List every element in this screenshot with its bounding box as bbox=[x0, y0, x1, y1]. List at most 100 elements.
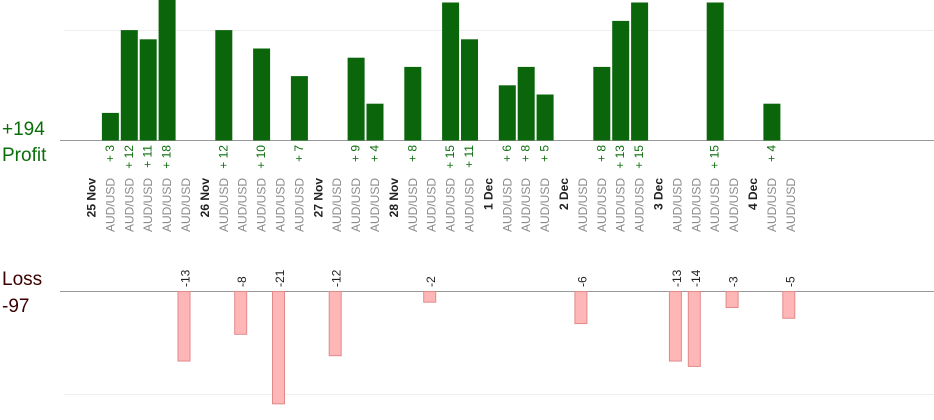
instrument-label: AUD/USD bbox=[274, 178, 288, 232]
profit-value-label: + 11 bbox=[141, 145, 155, 168]
profit-bar bbox=[763, 103, 781, 141]
profit-value-label: + 12 bbox=[216, 145, 230, 169]
loss-bar bbox=[687, 291, 701, 367]
instrument-label: AUD/USD bbox=[463, 178, 477, 232]
loss-bar bbox=[328, 291, 342, 357]
instrument-label: AUD/USD bbox=[217, 178, 231, 232]
instrument-label: AUD/USD bbox=[368, 178, 382, 232]
profit-value-label: + 8 bbox=[519, 145, 533, 162]
instrument-label: AUD/USD bbox=[519, 178, 533, 232]
loss-bar bbox=[668, 291, 682, 362]
loss-value-label: -21 bbox=[273, 269, 287, 287]
loss-value-label: -6 bbox=[575, 276, 589, 287]
profit-bar bbox=[498, 85, 516, 141]
profit-bar bbox=[120, 30, 138, 141]
loss-bar bbox=[177, 291, 191, 362]
profit-value-label: + 3 bbox=[103, 145, 117, 162]
profit-bar bbox=[347, 57, 365, 141]
instrument-label: AUD/USD bbox=[255, 178, 269, 232]
loss-value-label: -5 bbox=[783, 276, 797, 287]
date-label: 25 Nov bbox=[85, 178, 99, 218]
instrument-label: AUD/USD bbox=[179, 178, 193, 232]
instrument-label: AUD/USD bbox=[425, 178, 439, 232]
instrument-label: AUD/USD bbox=[689, 178, 703, 232]
instrument-label: AUD/USD bbox=[160, 178, 174, 232]
date-label: 26 Nov bbox=[198, 178, 212, 218]
loss-label: Loss bbox=[2, 269, 43, 290]
instrument-label: AUD/USD bbox=[538, 178, 552, 232]
instrument-label: AUD/USD bbox=[708, 178, 722, 232]
date-label: 28 Nov bbox=[387, 178, 401, 218]
instrument-label: AUD/USD bbox=[614, 178, 628, 232]
profit-total-value: +194 bbox=[2, 119, 45, 140]
loss-bar bbox=[272, 291, 285, 405]
profit-value-label: + 7 bbox=[292, 145, 306, 162]
date-label: 4 Dec bbox=[746, 178, 760, 210]
profit-label: Profit bbox=[2, 145, 47, 166]
profit-value-label: + 10 bbox=[254, 145, 268, 169]
loss-bar bbox=[234, 291, 248, 335]
loss-bar bbox=[423, 291, 437, 303]
profit-value-label: + 4 bbox=[764, 145, 778, 162]
profit-bar bbox=[631, 2, 649, 141]
instrument-label: AUD/USD bbox=[727, 178, 741, 232]
instrument-label: AUD/USD bbox=[406, 178, 420, 232]
profit-value-label: + 8 bbox=[594, 145, 608, 162]
date-label: 2 Dec bbox=[557, 178, 571, 210]
instrument-label: AUD/USD bbox=[349, 178, 363, 232]
loss-value-label: -8 bbox=[235, 276, 249, 287]
instrument-label: AUD/USD bbox=[784, 178, 798, 232]
loss-value-label: -13 bbox=[670, 269, 684, 287]
profit-value-label: + 4 bbox=[368, 145, 382, 162]
instrument-label: AUD/USD bbox=[633, 178, 647, 232]
profit-value-label: + 15 bbox=[708, 145, 722, 169]
instrument-label: AUD/USD bbox=[292, 178, 306, 232]
profit-value-label: + 6 bbox=[500, 145, 514, 162]
profit-value-label: + 18 bbox=[160, 145, 174, 169]
loss-value-label: -2 bbox=[424, 276, 438, 287]
profit-bar bbox=[101, 112, 119, 141]
loss-total-value: -97 bbox=[2, 296, 30, 317]
profit-value-label: + 12 bbox=[122, 145, 136, 169]
instrument-label: AUD/USD bbox=[595, 178, 609, 232]
date-label: 3 Dec bbox=[652, 178, 666, 210]
profit-bar bbox=[442, 2, 460, 141]
instrument-label: AUD/USD bbox=[141, 178, 155, 232]
instrument-label: AUD/USD bbox=[122, 178, 136, 232]
profit-value-label: + 5 bbox=[538, 145, 552, 162]
profit-bar bbox=[215, 30, 233, 141]
instrument-label: AUD/USD bbox=[103, 178, 117, 232]
loss-value-label: -13 bbox=[179, 269, 193, 287]
profit-value-label: + 11 bbox=[462, 145, 476, 168]
profit-bar bbox=[593, 66, 611, 141]
profit-bar bbox=[517, 66, 535, 141]
labels-layer: 25 Nov AUD/USD + 3 AUD/USD + 12 AUD/USD + 11 AU… bbox=[85, 145, 798, 287]
instrument-label: AUD/USD bbox=[500, 178, 514, 232]
profit-bar bbox=[158, 0, 176, 141]
instrument-label: AUD/USD bbox=[330, 178, 344, 232]
loss-value-label: -3 bbox=[727, 276, 741, 287]
profit-bar bbox=[253, 48, 271, 141]
profit-bar bbox=[612, 20, 630, 141]
profit-bar bbox=[366, 103, 384, 141]
profit-value-label: + 9 bbox=[349, 145, 363, 162]
bars-layer bbox=[101, 0, 796, 405]
loss-value-label: -14 bbox=[689, 269, 703, 287]
loss-value-label: -12 bbox=[330, 269, 344, 287]
profit-value-label: + 15 bbox=[632, 145, 646, 169]
instrument-label: AUD/USD bbox=[444, 178, 458, 232]
profit-bar bbox=[536, 94, 554, 141]
instrument-label: AUD/USD bbox=[670, 178, 684, 232]
profit-value-label: + 15 bbox=[443, 145, 457, 169]
instrument-label: AUD/USD bbox=[236, 178, 250, 232]
loss-bar bbox=[725, 291, 739, 309]
date-label: 1 Dec bbox=[481, 178, 495, 210]
loss-bar bbox=[574, 291, 588, 325]
instrument-label: AUD/USD bbox=[765, 178, 779, 232]
profit-bar bbox=[461, 39, 478, 141]
date-label: 27 Nov bbox=[311, 178, 325, 218]
profit-bar bbox=[404, 66, 422, 141]
profit-value-label: + 8 bbox=[405, 145, 419, 162]
instrument-label: AUD/USD bbox=[576, 178, 590, 232]
